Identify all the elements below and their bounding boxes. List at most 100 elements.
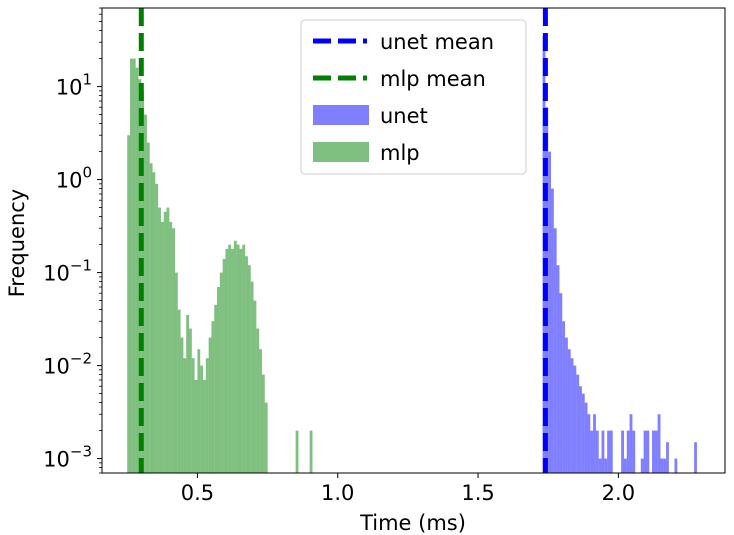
unet-bar	[601, 430, 605, 473]
unet-bar	[657, 414, 661, 473]
mlp-bar	[138, 79, 142, 473]
unet-bar	[694, 442, 697, 473]
mlp-bar	[180, 337, 184, 473]
mlp-bar	[309, 430, 313, 473]
unet-bar	[607, 430, 610, 473]
unet-bar	[646, 430, 650, 473]
x-tick-label: 0.5	[181, 481, 214, 505]
mlp-bar	[155, 183, 159, 473]
unet-bar	[553, 228, 557, 473]
x-tick-label: 1.5	[461, 481, 494, 505]
unet-bar	[629, 414, 633, 473]
unet-bar	[567, 349, 571, 473]
mlp-bar	[191, 358, 195, 473]
unet-bar	[621, 430, 624, 473]
plot-frame	[101, 7, 726, 474]
legend-patch-swatch	[313, 142, 369, 162]
mlp-bar	[203, 380, 206, 473]
x-tick-label: 1.0	[321, 481, 354, 505]
mlp-bar	[152, 172, 156, 474]
mlp-bar	[295, 430, 299, 473]
mlp-bar	[169, 222, 173, 473]
legend-box	[300, 19, 527, 175]
mlp-bar	[259, 349, 262, 473]
mlp-bar	[197, 349, 201, 473]
unet-bar	[587, 414, 591, 473]
mlp-bar	[158, 207, 161, 473]
mlp-bar	[239, 248, 243, 473]
unet-bar	[626, 430, 630, 473]
unet-bar	[581, 393, 585, 473]
mean-lines	[138, 8, 548, 473]
legend-label: unet mean	[380, 30, 494, 54]
y-tick-label: 10−1	[43, 257, 92, 286]
unet-bar	[609, 430, 613, 473]
mlp-bar	[261, 374, 265, 473]
unet-bar	[593, 414, 596, 473]
unet-bar	[590, 430, 594, 473]
mlp-bar	[222, 259, 226, 473]
mlp-bar	[250, 281, 254, 473]
unet-bar	[562, 321, 566, 473]
unet-bar	[640, 458, 644, 473]
unet-bar	[548, 151, 552, 473]
mlp-bar	[247, 265, 251, 473]
y-tick-label: 10−3	[43, 443, 92, 472]
unet-bar	[652, 430, 655, 473]
mlp-bar	[183, 358, 187, 473]
mlp-bar	[242, 244, 246, 473]
unet-bar	[551, 188, 554, 474]
x-axis-ticks: 0.5 1.0 1.5 2.0	[181, 473, 635, 505]
unet-bar	[542, 36, 546, 473]
mlp-bar	[228, 244, 232, 473]
mlp-bar	[211, 321, 215, 473]
y-axis-title: Frequency	[5, 189, 29, 298]
x-tick-label: 2.0	[602, 481, 635, 505]
unet-bar	[584, 402, 588, 473]
unet-bar	[663, 458, 667, 473]
unet-bar	[598, 458, 602, 473]
mlp-bar	[144, 114, 147, 473]
mlp-bar	[163, 211, 167, 473]
legend-label: mlp	[380, 141, 420, 165]
mlp-bar	[172, 228, 175, 473]
mlp-bar	[217, 287, 220, 473]
mlp-bar	[141, 90, 145, 473]
unet-bar	[666, 442, 669, 473]
mlp-bar	[253, 300, 257, 473]
mlp-bar	[233, 240, 237, 473]
mlp-bar	[225, 248, 229, 473]
unet-bar	[595, 430, 599, 473]
unet-bar	[579, 386, 582, 473]
mlp-bar	[135, 67, 139, 474]
unet-bar	[576, 374, 580, 473]
mlp-bar	[205, 358, 209, 473]
x-axis-title: Time (ms)	[359, 511, 466, 535]
legend-patch-swatch	[313, 105, 369, 125]
mlp-bar	[256, 328, 260, 473]
mlp-bar	[194, 380, 198, 473]
mlp-bar	[236, 244, 240, 473]
mlp-bar	[177, 309, 181, 473]
mlp-bar	[186, 315, 189, 473]
y-axis-ticks: 10−3 10−2 10−1 100 101	[43, 7, 102, 474]
unet-bar	[654, 430, 658, 473]
unet-bar	[660, 458, 664, 473]
y-tick-label: 100	[56, 164, 92, 193]
mlp-bar	[166, 207, 170, 473]
mlp-bar	[132, 58, 136, 473]
mlp-bar	[149, 163, 153, 473]
unet-bar	[556, 265, 560, 473]
unet-bar	[643, 430, 647, 473]
mlp-bar	[219, 272, 223, 473]
mlp-bar	[200, 365, 204, 473]
unet-bar	[565, 337, 568, 473]
unet-bar	[632, 430, 636, 473]
y-tick-label: 10−2	[43, 350, 92, 379]
mlp-bar	[214, 304, 218, 473]
mlp-bar	[127, 135, 131, 473]
unet-bar	[674, 458, 678, 473]
legend-label: mlp mean	[380, 67, 486, 91]
mlp-bar	[174, 272, 178, 473]
